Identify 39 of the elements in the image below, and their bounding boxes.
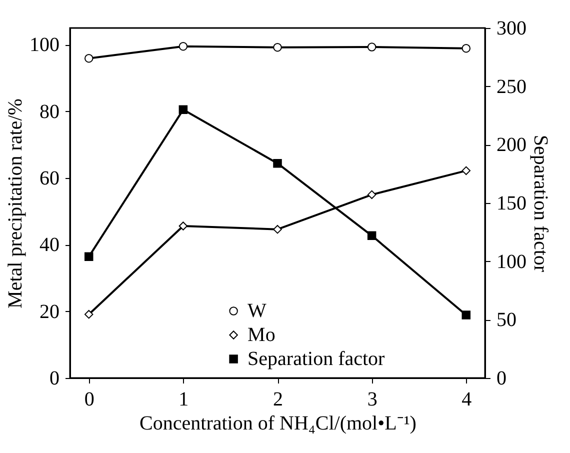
x-axis-title: Concentration of NH₄Cl/(mol•L⁻¹) — [140, 412, 416, 434]
point — [84, 54, 94, 63]
legend-label: W — [248, 300, 267, 322]
y-tick-label: 40 — [40, 234, 60, 256]
point — [462, 44, 471, 53]
point — [367, 231, 376, 240]
y2-tick-label: 150 — [496, 192, 526, 214]
point — [178, 222, 188, 230]
y-tick-label: 100 — [30, 34, 60, 56]
y-axis-title: Metal precipitation rate/% — [4, 98, 26, 308]
point — [273, 42, 282, 52]
legend-label: Mo — [248, 324, 276, 346]
point — [462, 166, 471, 176]
point — [273, 224, 282, 234]
y-tick-label: 20 — [40, 300, 60, 323]
point — [367, 42, 376, 52]
x-tick-label: 2 — [273, 388, 283, 410]
x-tick-label: 4 — [462, 388, 472, 410]
y2-tick-label: 50 — [496, 309, 516, 332]
y-tick-label: 0 — [50, 368, 60, 390]
y2-tick-label: 100 — [496, 250, 526, 273]
point — [367, 190, 376, 200]
y-tick-label: 80 — [40, 100, 60, 123]
y-tick-label: 60 — [40, 168, 60, 190]
point — [178, 42, 188, 51]
x-tick-label: 0 — [84, 388, 94, 410]
x-tick-label: 1 — [178, 388, 189, 410]
point — [462, 310, 471, 320]
y2-tick-label: 300 — [496, 18, 526, 40]
y2-axis-title: Separation factor — [530, 134, 552, 272]
y2-tick-label: 250 — [496, 76, 526, 98]
point — [178, 105, 188, 114]
y2-tick-label: 0 — [496, 368, 506, 390]
x-tick-label: 3 — [367, 388, 378, 410]
legend-label: Separation factor — [248, 348, 386, 370]
y2-tick-label: 200 — [496, 134, 526, 156]
point — [84, 310, 94, 319]
point — [84, 252, 94, 262]
point — [273, 158, 282, 168]
